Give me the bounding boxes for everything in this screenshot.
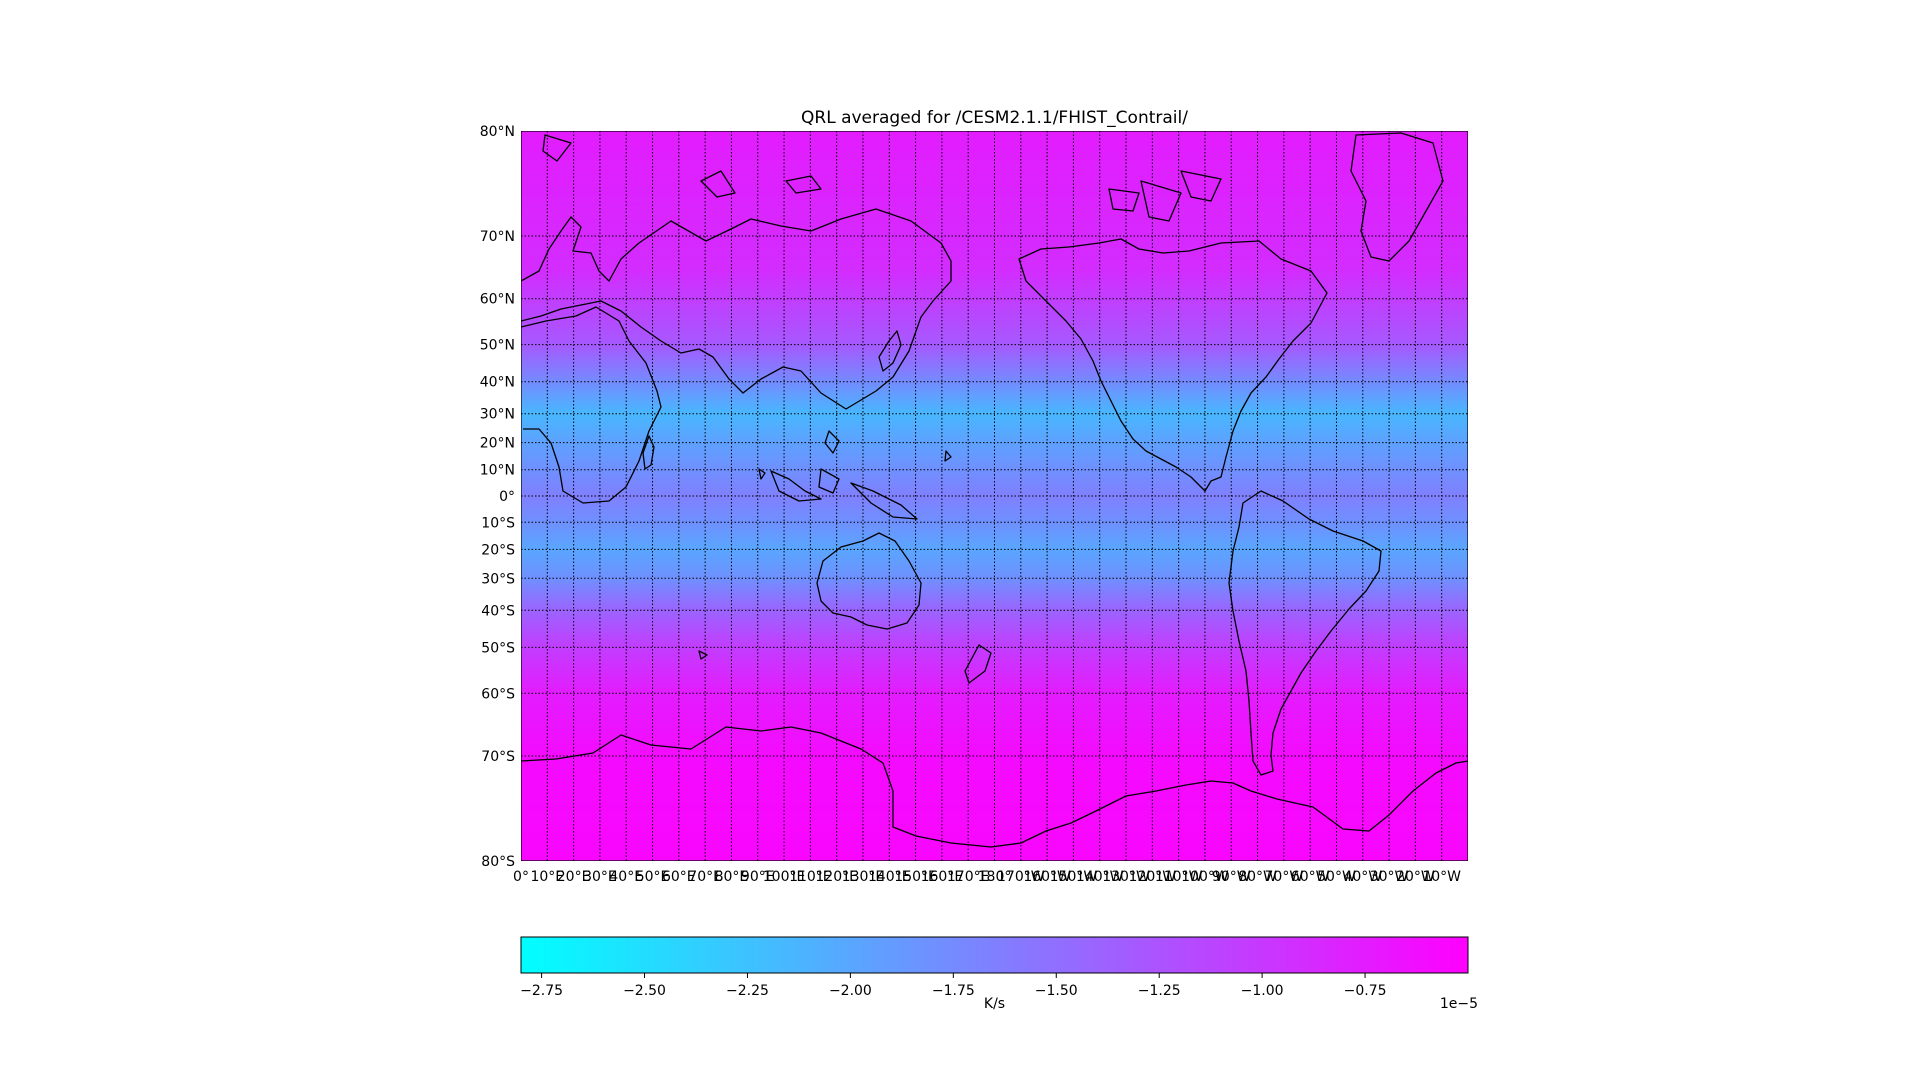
lat-tick-label-11: 30°S (481, 571, 515, 587)
lat-tick-labels: 80°N 70°N 60°N 50°N 40°N 30°N 20°N 10°N 0° 10°S 20… (480, 124, 515, 870)
colorbar-ticks: −2.75 −2.50 −2.25 −2.00 −1.75 −1.50 −1.25 −1.00… (520, 973, 1387, 999)
colorbar-tick-label-0: −2.75 (520, 983, 563, 999)
lat-tick-label-1: 70°N (480, 229, 515, 245)
map-svg (521, 131, 1468, 861)
coastline-africa (521, 306, 662, 504)
lon-tick-label-31: 50°W (1317, 869, 1356, 885)
lon-tick-label-16: 160°E (921, 869, 964, 885)
colorbar-tick-label-5: −1.50 (1035, 983, 1078, 999)
lon-tick-label-1: 10°E (530, 869, 564, 885)
lon-tick-labels: 0° 10°E20°E30°E40°E50°E60°E70°E80°E90°E10… (513, 869, 1461, 885)
coastline-arctic-islands (542, 134, 1222, 222)
lon-tick-label-5: 50°E (636, 869, 670, 885)
lon-tick-label-0: 0° (513, 869, 529, 885)
lon-tick-label-14: 140°E (868, 869, 911, 885)
lat-tick-label-2: 60°N (480, 292, 515, 308)
coastline-greenland (1350, 132, 1444, 262)
colorbar-tick-label-4: −1.75 (932, 983, 975, 999)
coastline-australia (816, 532, 922, 630)
colorbar (520, 936, 1469, 974)
lat-tick-label-6: 20°N (480, 436, 515, 452)
lon-tick-label-27: 90°W (1212, 869, 1251, 885)
lon-tick-label-3: 30°E (583, 869, 617, 885)
lat-tick-label-0: 80°N (480, 124, 515, 140)
coastline-small-islands (698, 450, 952, 660)
lon-tick-label-15: 150°E (894, 869, 937, 885)
lon-tick-label-4: 40°E (609, 869, 643, 885)
lat-tick-label-4: 40°N (480, 375, 515, 391)
lat-tick-label-16: 80°S (481, 854, 515, 870)
coastline-madagascar (642, 435, 655, 470)
colorbar-tick-label-2: −2.25 (726, 983, 769, 999)
colorbar-tick-label-8: −0.75 (1344, 983, 1387, 999)
colorbar-label: K/s (983, 996, 1006, 1012)
lon-tick-label-34: 20°W (1396, 869, 1435, 885)
coastlines (521, 132, 1468, 848)
lon-tick-label-20: 160°W (1023, 869, 1071, 885)
lon-tick-label-35: 10°W (1422, 869, 1461, 885)
lon-tick-label-26: 100°W (1181, 869, 1229, 885)
lat-tick-label-13: 50°S (481, 640, 515, 656)
lon-tick-label-24: 120°W (1129, 869, 1177, 885)
lon-tick-label-6: 60°E (662, 869, 696, 885)
lat-tick-label-5: 30°N (480, 407, 515, 423)
colorbar-tick-label-3: −2.00 (829, 983, 872, 999)
lat-tick-label-14: 60°S (481, 686, 515, 702)
lon-tick-label-28: 80°W (1238, 869, 1277, 885)
lon-tick-label-17: 170°E (947, 869, 990, 885)
colorbar-tick-label-7: −1.00 (1241, 983, 1284, 999)
colorbar-tick-label-1: −2.50 (623, 983, 666, 999)
lon-tick-label-11: 110°E (789, 869, 832, 885)
coastline-antarctica (521, 726, 1468, 848)
lat-tick-label-10: 20°S (481, 542, 515, 558)
lon-tick-label-21: 150°W (1050, 869, 1098, 885)
map-panel (521, 131, 1468, 861)
lon-tick-label-18: 180° (978, 869, 1012, 885)
lon-tick-label-10: 100°E (763, 869, 806, 885)
lon-tick-label-2: 20°E (557, 869, 591, 885)
coastline-north-america (1018, 238, 1328, 492)
lon-tick-label-32: 40°W (1343, 869, 1382, 885)
lat-tick-label-12: 40°S (481, 603, 515, 619)
chart-title: QRL averaged for /CESM2.1.1/FHIST_Contra… (801, 108, 1188, 128)
coastline-south-america (1228, 490, 1382, 776)
lon-tick-label-8: 80°E (715, 869, 749, 885)
lat-tick-label-7: 10°N (480, 463, 515, 479)
lon-tick-label-29: 70°W (1265, 869, 1304, 885)
lat-tick-label-3: 50°N (480, 338, 515, 354)
lon-tick-label-13: 130°E (842, 869, 885, 885)
colorbar-exponent: 1e−5 (1439, 996, 1478, 1012)
lon-tick-label-9: 90°E (741, 869, 775, 885)
lat-tick-label-15: 70°S (481, 749, 515, 765)
lon-tick-label-33: 30°W (1370, 869, 1409, 885)
lon-tick-label-7: 70°E (688, 869, 722, 885)
lon-tick-label-25: 110°W (1155, 869, 1203, 885)
coastline-indonesia (770, 430, 918, 520)
lat-tick-label-9: 10°S (481, 515, 515, 531)
lon-tick-label-23: 130°W (1102, 869, 1150, 885)
coastline-new-zealand (964, 644, 992, 684)
lat-tick-label-8: 0° (499, 489, 515, 505)
lon-tick-label-30: 60°W (1291, 869, 1330, 885)
lon-tick-label-19: 170°W (997, 869, 1045, 885)
coastline-eurasia (521, 208, 952, 410)
lon-tick-label-12: 120°E (815, 869, 858, 885)
colorbar-tick-label-6: −1.25 (1138, 983, 1181, 999)
lon-tick-label-22: 140°W (1076, 869, 1124, 885)
graticule (521, 131, 1468, 861)
